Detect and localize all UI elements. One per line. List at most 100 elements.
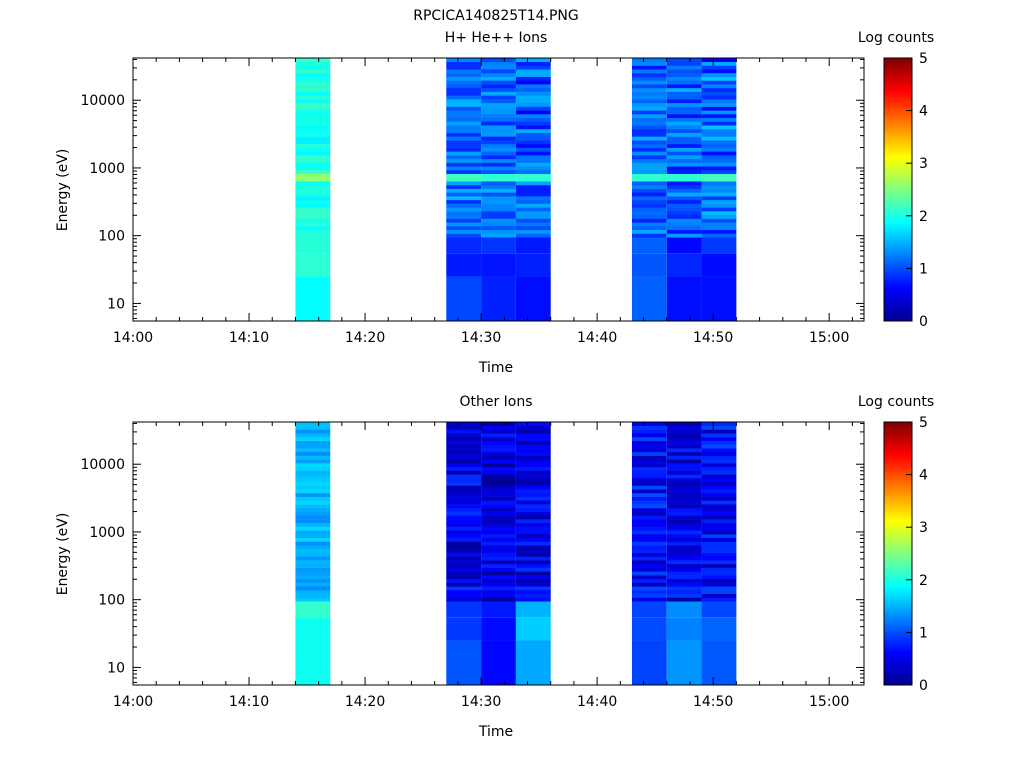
colorbar-segment <box>884 318 912 322</box>
heatmap-cell <box>701 530 737 535</box>
heatmap-cell <box>701 151 737 156</box>
colorbar-segment <box>884 495 912 499</box>
heatmap-cell <box>701 117 737 122</box>
heatmap-cell <box>446 128 482 133</box>
heatmap-cell <box>481 125 516 130</box>
colorbar-segment <box>884 477 912 481</box>
axes: 14:00 14:10 14:20 14:30 14:40 14:50 15:00 10 100… <box>80 421 865 710</box>
heatmap-cell <box>446 173 482 178</box>
heatmap-cell <box>666 429 702 434</box>
heatmap-cell <box>666 147 702 152</box>
x-tick-label: 15:00 <box>809 330 849 346</box>
heatmap-cell <box>666 125 702 130</box>
heatmap-cell <box>446 492 482 497</box>
heatmap-cell <box>446 121 482 126</box>
heatmap-cell <box>515 61 551 66</box>
heatmap-cell <box>295 504 331 509</box>
heatmap-cell <box>295 128 331 133</box>
heatmap-cell <box>446 147 482 152</box>
heatmap-cell <box>631 214 667 219</box>
heatmap-cell <box>631 556 667 561</box>
heatmap-cell <box>295 433 331 438</box>
heatmap-cell <box>295 589 331 595</box>
heatmap-cell <box>666 121 702 126</box>
heatmap-cell <box>631 87 667 92</box>
heatmap-cell <box>701 519 737 524</box>
heatmap-cell <box>666 507 702 512</box>
heatmap-cell <box>446 586 482 591</box>
heatmap-cell <box>701 65 737 70</box>
heatmap-cell <box>446 276 482 321</box>
heatmap-cell <box>295 158 331 163</box>
heatmap-cell <box>481 65 516 70</box>
colorbar-segment <box>884 184 912 188</box>
colorbar-tick-label: 5 <box>919 415 928 431</box>
heatmap-cell <box>481 578 516 583</box>
heatmap-cell <box>481 155 516 160</box>
heatmap-cell <box>631 533 667 539</box>
heatmap-cell <box>515 582 551 587</box>
heatmap-cell <box>481 72 516 77</box>
heatmap-cell <box>701 58 737 63</box>
heatmap-cell <box>631 184 667 189</box>
heatmap-cell <box>666 560 702 565</box>
heatmap-cell <box>701 504 737 509</box>
heatmap-cell <box>515 117 551 122</box>
heatmap-cell <box>515 422 551 427</box>
heatmap-cell <box>446 489 482 494</box>
colorbar-segment <box>884 186 912 190</box>
heatmap-cell <box>446 500 482 505</box>
heatmap-cell <box>515 515 551 520</box>
heatmap-cell <box>515 113 551 119</box>
heatmap-cell <box>631 72 667 77</box>
heatmap-cell <box>701 511 737 516</box>
heatmap-cell <box>515 537 551 542</box>
x-tick-label: 14:30 <box>461 330 501 346</box>
heatmap-cell <box>631 567 667 572</box>
heatmap-cell <box>701 106 737 111</box>
heatmap-cell <box>666 140 702 145</box>
heatmap-cell <box>631 117 667 122</box>
colorbar-segment <box>884 658 912 662</box>
heatmap-cell <box>515 192 551 197</box>
heatmap-cell <box>701 76 737 81</box>
heatmap-cell <box>515 533 551 539</box>
heatmap-cell <box>446 548 482 553</box>
heatmap-cell <box>481 128 516 133</box>
colorbar-segment <box>884 292 912 296</box>
heatmap-cell <box>446 617 482 641</box>
heatmap-cell <box>481 560 516 565</box>
heatmap-cell <box>481 166 516 171</box>
heatmap-cell <box>631 440 667 445</box>
heatmap-cell <box>446 560 482 565</box>
heatmap-cell <box>481 500 516 505</box>
y-tick-label: 10 <box>107 296 125 312</box>
heatmap-cell <box>481 121 516 126</box>
heatmap-cell <box>481 106 516 111</box>
heatmap-cell <box>481 117 516 122</box>
colorbar-segment <box>884 226 912 230</box>
heatmap-cell <box>666 151 702 156</box>
heatmap-cell <box>515 640 551 685</box>
heatmap-cell <box>446 211 482 216</box>
colorbar-segment <box>884 213 912 217</box>
heatmap-cell <box>481 184 516 189</box>
heatmap-cell <box>295 102 331 107</box>
heatmap-cell <box>295 136 331 141</box>
colorbar-segment <box>884 268 912 272</box>
heatmap-cell <box>631 166 667 171</box>
heatmap-cell <box>701 121 737 126</box>
heatmap-cell <box>295 563 331 568</box>
heatmap-cell <box>515 500 551 505</box>
colorbar-segment <box>884 86 912 90</box>
heatmap-cell <box>481 601 516 618</box>
heatmap-cell <box>446 95 482 100</box>
heatmap-cell <box>446 222 482 227</box>
heatmap-cell <box>446 72 482 77</box>
heatmap-cell <box>481 173 516 178</box>
heatmap-cell <box>446 203 482 208</box>
heatmap-cell <box>515 451 551 456</box>
heatmap-cell <box>446 166 482 171</box>
colorbar-segment <box>884 249 912 254</box>
heatmap-cell <box>446 69 482 74</box>
